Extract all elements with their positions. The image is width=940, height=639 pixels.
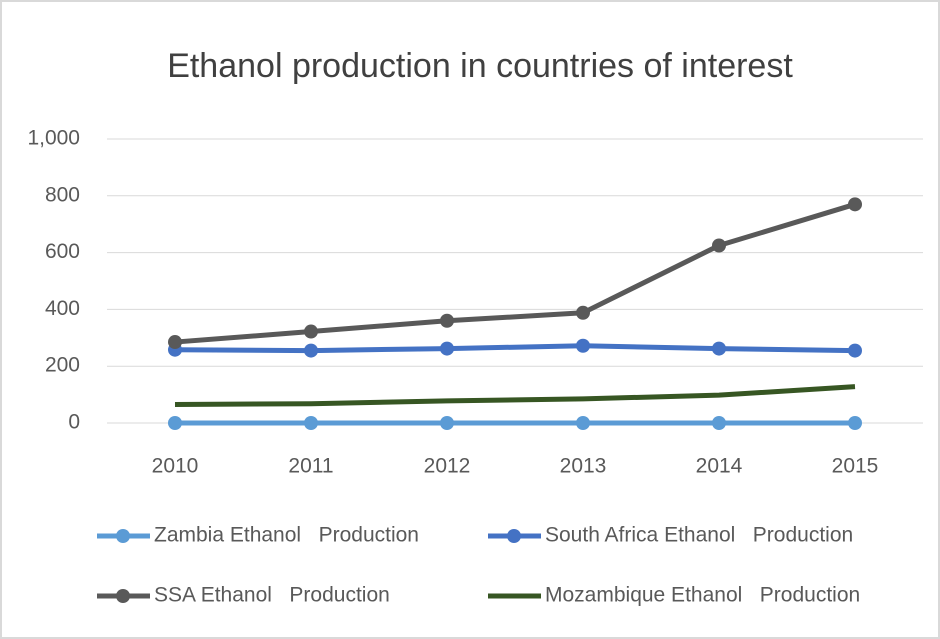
legend-label: South Africa Ethanol Production bbox=[545, 524, 853, 547]
data-point bbox=[848, 343, 862, 358]
x-tick-label: 2013 bbox=[560, 455, 607, 478]
x-tick-label: 2012 bbox=[424, 455, 471, 478]
data-point bbox=[440, 313, 454, 328]
data-point bbox=[712, 341, 726, 356]
y-tick-label: 1,000 bbox=[27, 127, 80, 150]
data-point bbox=[712, 416, 726, 430]
data-point bbox=[848, 197, 862, 212]
y-tick-label: 800 bbox=[45, 183, 80, 206]
data-point bbox=[712, 238, 726, 253]
data-point bbox=[440, 416, 454, 430]
data-point bbox=[576, 305, 590, 320]
data-point bbox=[440, 341, 454, 356]
legend-label: SSA Ethanol Production bbox=[154, 584, 390, 607]
data-point bbox=[848, 416, 862, 430]
x-tick-label: 2015 bbox=[832, 455, 879, 478]
x-tick-label: 2011 bbox=[288, 455, 333, 478]
data-point bbox=[304, 416, 318, 430]
y-tick-label: 0 bbox=[68, 411, 80, 434]
y-tick-label: 200 bbox=[45, 354, 80, 377]
x-tick-label: 2010 bbox=[152, 455, 199, 478]
data-point bbox=[304, 324, 318, 339]
data-point bbox=[168, 335, 182, 350]
series-line bbox=[174, 201, 856, 345]
data-point bbox=[168, 416, 182, 430]
legend-marker bbox=[507, 529, 521, 543]
y-tick-label: 600 bbox=[45, 240, 80, 263]
chart-title: Ethanol production in countries of inter… bbox=[167, 47, 793, 85]
y-tick-label: 400 bbox=[45, 297, 80, 320]
legend-marker bbox=[116, 529, 130, 543]
series-line bbox=[174, 384, 856, 408]
legend-label: Zambia Ethanol Production bbox=[154, 524, 419, 547]
data-point bbox=[304, 343, 318, 358]
legend-marker bbox=[116, 589, 130, 603]
legend-label: Mozambique Ethanol Production bbox=[545, 584, 860, 607]
data-point bbox=[576, 416, 590, 430]
data-point bbox=[576, 338, 590, 353]
x-tick-label: 2014 bbox=[696, 455, 743, 478]
series-line bbox=[174, 343, 856, 354]
